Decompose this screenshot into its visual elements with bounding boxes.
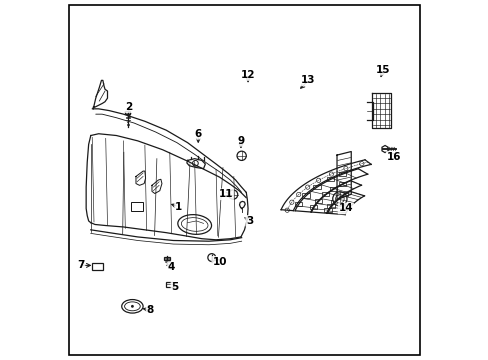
Circle shape — [228, 190, 237, 199]
Text: 16: 16 — [386, 152, 400, 162]
Text: 11: 11 — [218, 189, 233, 199]
Bar — [322, 192, 329, 196]
Bar — [324, 208, 332, 212]
Circle shape — [192, 161, 198, 166]
Bar — [314, 199, 321, 203]
Bar — [338, 182, 345, 186]
Circle shape — [332, 192, 346, 206]
Circle shape — [328, 172, 333, 176]
Text: 6: 6 — [194, 129, 202, 139]
Text: 2: 2 — [125, 102, 132, 112]
Circle shape — [207, 254, 215, 261]
Circle shape — [237, 151, 246, 161]
Text: 5: 5 — [171, 282, 179, 292]
Bar — [326, 177, 334, 181]
Ellipse shape — [178, 215, 211, 234]
Bar — [302, 193, 309, 198]
Circle shape — [343, 166, 347, 171]
Bar — [125, 111, 130, 114]
Text: 1: 1 — [175, 202, 182, 212]
Text: 12: 12 — [240, 70, 255, 80]
Bar — [329, 187, 336, 190]
Bar — [165, 282, 173, 287]
Circle shape — [316, 178, 320, 183]
Circle shape — [285, 208, 289, 212]
Circle shape — [296, 192, 300, 197]
Bar — [335, 195, 343, 200]
Ellipse shape — [122, 300, 143, 313]
Text: 3: 3 — [246, 216, 253, 226]
Bar — [326, 204, 334, 208]
Text: 4: 4 — [167, 262, 175, 272]
Bar — [338, 172, 345, 176]
Bar — [92, 262, 102, 270]
Text: 9: 9 — [237, 136, 244, 146]
Bar — [295, 202, 302, 206]
Text: 15: 15 — [375, 65, 390, 75]
Circle shape — [335, 195, 344, 203]
Bar — [164, 257, 170, 260]
Bar — [339, 192, 347, 196]
Text: 10: 10 — [212, 257, 226, 267]
Bar — [131, 202, 142, 211]
Ellipse shape — [124, 302, 140, 311]
Circle shape — [289, 200, 293, 204]
Bar — [309, 205, 317, 209]
Text: 8: 8 — [146, 305, 154, 315]
Bar — [330, 200, 338, 204]
Circle shape — [305, 185, 309, 189]
Ellipse shape — [181, 218, 207, 231]
Circle shape — [359, 162, 363, 166]
Text: 14: 14 — [338, 203, 352, 213]
Text: 7: 7 — [77, 260, 84, 270]
Text: 13: 13 — [301, 75, 315, 85]
Circle shape — [131, 305, 134, 308]
Bar — [313, 185, 320, 189]
